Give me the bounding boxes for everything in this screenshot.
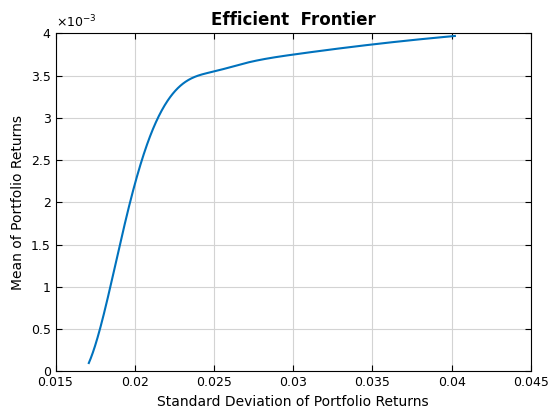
Text: $\times10^{-3}$: $\times10^{-3}$ <box>55 13 96 30</box>
Y-axis label: Mean of Portfolio Returns: Mean of Portfolio Returns <box>11 115 25 290</box>
Title: Efficient  Frontier: Efficient Frontier <box>211 11 376 29</box>
X-axis label: Standard Deviation of Portfolio Returns: Standard Deviation of Portfolio Returns <box>157 395 429 409</box>
